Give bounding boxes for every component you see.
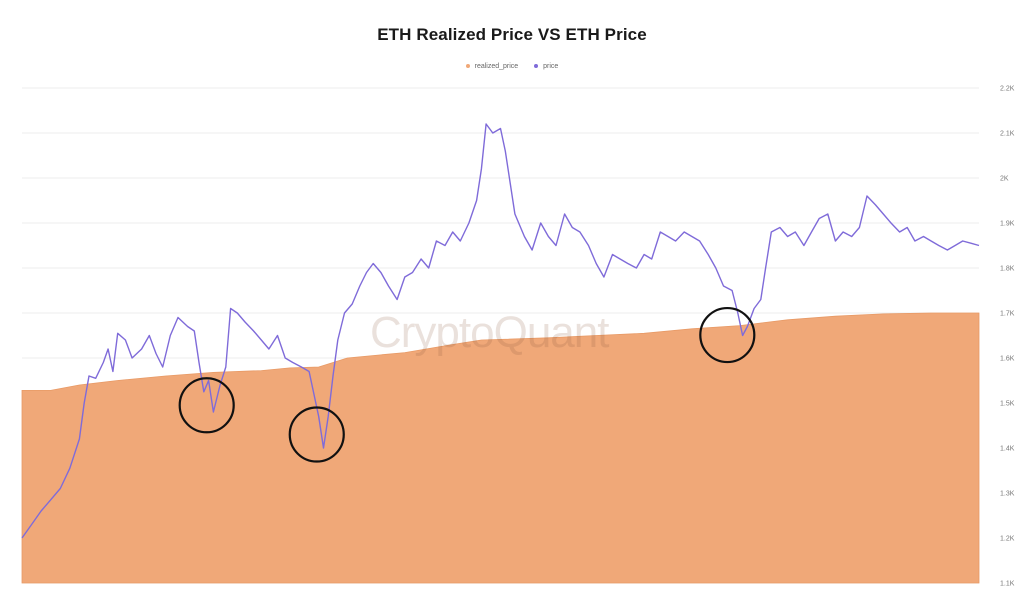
y-axis: 1.1K 1.2K 1.3K 1.4K 1.5K 1.6K 1.7K 1.8K 1.9K 2K 2.… [1000,86,1015,588]
y-tick-label: 1.5K [1000,401,1015,408]
y-tick-label: 2.2K [1000,86,1015,93]
legend: realized_price price [0,63,1024,70]
y-tick-label: 1.3K [1000,491,1015,498]
legend-label-realized-price: realized_price [474,63,519,70]
price-line-layer [21,123,980,539]
watermark: CryptoQuant [370,308,609,357]
price-line [21,123,980,539]
legend-marker-realized-price [465,64,470,69]
annotation-circle [699,306,756,364]
y-tick-label: 1.7K [1000,311,1015,318]
y-tick-label: 2.1K [1000,131,1015,138]
legend-marker-price [534,64,539,69]
chart-title: ETH Realized Price VS ETH Price [377,25,647,44]
y-tick-label: 1.8K [1000,266,1015,273]
realized-price-area-layer [21,312,980,584]
y-tick-label: 1.1K [1000,581,1015,588]
y-tick-label: 1.6K [1000,356,1015,363]
annotation-circle [178,377,235,434]
annotations [178,306,756,463]
y-tick-label: 1.4K [1000,446,1015,453]
legend-label-price: price [543,63,559,70]
annotation-circle [288,406,345,463]
y-tick-label: 2K [1000,176,1009,183]
y-tick-label: 1.2K [1000,536,1015,543]
y-tick-label: 1.9K [1000,221,1015,228]
legend-item-price[interactable]: price [534,63,558,70]
legend-item-realized-price[interactable]: realized_price [465,63,519,70]
realized-price-area [21,312,980,584]
